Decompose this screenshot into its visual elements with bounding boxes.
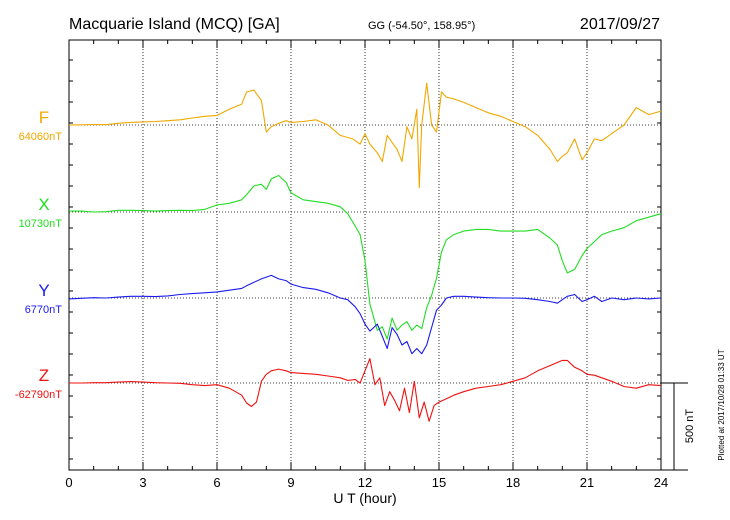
series-name-y: Y — [38, 281, 49, 300]
series-labels: F 64060nT X 10730nT Y 6770nT Z -62790nT — [15, 108, 62, 401]
series-name-z: Z — [39, 366, 49, 385]
x-tick-labels: 0 3 6 9 12 15 18 21 24 — [65, 475, 668, 490]
station-title: Macquarie Island (MCQ) [GA] — [69, 16, 280, 33]
series-line-f — [68, 82, 662, 189]
series-baseline-f: 64060nT — [19, 131, 63, 143]
plot-frame — [68, 39, 662, 471]
series-baseline-z: -62790nT — [15, 389, 62, 401]
x-axis-label: U T (hour) — [333, 490, 396, 506]
series-line-x — [69, 174, 662, 340]
plotted-note: Plotted at 2017/10/28 01:33 UT — [717, 349, 726, 460]
scale-bar-label: 500 nT — [684, 409, 696, 444]
x-tick-label: 15 — [432, 475, 446, 490]
x-tick-label: 0 — [65, 475, 72, 490]
series-name-f: F — [39, 108, 49, 127]
x-tick-label: 9 — [287, 475, 294, 490]
series-name-x: X — [38, 195, 49, 214]
x-tick-label: 24 — [654, 475, 668, 490]
series-baseline-x: 10730nT — [19, 218, 63, 230]
series-layer — [68, 82, 662, 422]
grid — [69, 40, 661, 470]
scale-bar: 500 nT — [661, 382, 696, 471]
axis-ticks — [68, 40, 662, 470]
geographic-coords: GG (-54.50°, 158.95°) — [368, 20, 475, 32]
x-tick-label: 18 — [506, 475, 520, 490]
x-tick-label: 21 — [580, 475, 594, 490]
series-line-z — [69, 358, 662, 422]
series-line-y — [68, 274, 662, 355]
series-baseline-y: 6770nT — [25, 304, 63, 316]
date-label: 2017/09/27 — [580, 16, 660, 33]
x-tick-label: 6 — [213, 475, 220, 490]
x-tick-label: 3 — [139, 475, 146, 490]
x-tick-label: 12 — [358, 475, 372, 490]
